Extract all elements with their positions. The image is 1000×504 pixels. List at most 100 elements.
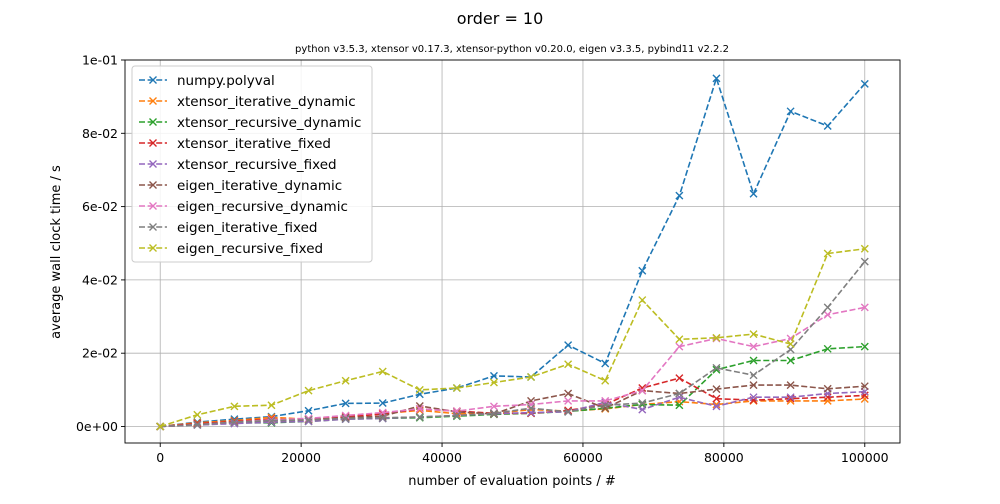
data-point bbox=[823, 344, 832, 353]
data-point bbox=[860, 257, 869, 266]
legend-label: eigen_iterative_dynamic bbox=[177, 178, 342, 194]
legend-item: eigen_iterative_fixed bbox=[139, 220, 317, 236]
data-point bbox=[786, 393, 795, 402]
data-point bbox=[786, 381, 795, 390]
series-7 bbox=[156, 257, 869, 431]
data-point bbox=[860, 303, 869, 312]
data-point bbox=[749, 356, 758, 365]
data-point bbox=[675, 389, 684, 398]
x-tick-label: 0 bbox=[156, 450, 164, 465]
data-point bbox=[675, 342, 684, 351]
legend-marker bbox=[149, 202, 157, 210]
data-point bbox=[304, 406, 313, 415]
data-point bbox=[564, 407, 573, 416]
data-point bbox=[749, 342, 758, 351]
data-point bbox=[712, 363, 721, 372]
y-axis-label: average wall clock time / s bbox=[49, 165, 64, 339]
data-point bbox=[860, 342, 869, 351]
data-point bbox=[415, 412, 424, 421]
data-point bbox=[304, 414, 313, 423]
data-point bbox=[415, 385, 424, 394]
data-point bbox=[712, 385, 721, 394]
x-tick-label: 100000 bbox=[841, 450, 889, 465]
legend-marker bbox=[149, 160, 157, 168]
legend: numpy.polyval xtensor_iterative_dynamicxt… bbox=[131, 65, 373, 263]
legend-label: eigen_recursive_dynamic bbox=[177, 199, 348, 215]
data-point bbox=[489, 409, 498, 418]
data-point bbox=[527, 373, 536, 382]
legend-marker bbox=[149, 76, 157, 84]
data-point bbox=[193, 410, 202, 419]
legend-marker bbox=[149, 223, 157, 231]
legend-marker bbox=[149, 244, 157, 252]
data-point bbox=[712, 74, 721, 83]
y-tick-label: 6e-02 bbox=[82, 199, 118, 214]
legend-item: xtensor_iterative_dynamic bbox=[139, 94, 356, 110]
series-line bbox=[160, 75, 866, 428]
data-point bbox=[304, 415, 313, 424]
data-point bbox=[749, 381, 758, 390]
legend-marker bbox=[149, 118, 157, 126]
data-point bbox=[341, 376, 350, 385]
data-point bbox=[860, 391, 869, 400]
data-point bbox=[378, 412, 387, 421]
data-point bbox=[527, 404, 536, 413]
data-point bbox=[193, 419, 202, 428]
data-point bbox=[712, 333, 721, 342]
data-point bbox=[860, 382, 869, 391]
data-point bbox=[638, 296, 647, 305]
legend-box bbox=[131, 65, 373, 263]
data-point bbox=[823, 393, 832, 402]
data-point bbox=[601, 401, 610, 410]
data-point bbox=[712, 394, 721, 403]
x-tick-label: 80000 bbox=[704, 450, 744, 465]
legend-item: eigen_iterative_dynamic bbox=[139, 178, 342, 194]
data-point bbox=[452, 411, 461, 420]
data-point bbox=[638, 386, 647, 395]
data-point bbox=[749, 330, 758, 339]
data-point bbox=[638, 266, 647, 275]
data-point bbox=[564, 406, 573, 415]
data-point bbox=[230, 418, 239, 427]
data-point bbox=[267, 401, 276, 410]
data-point bbox=[378, 399, 387, 408]
y-tick-label: 2e-02 bbox=[82, 346, 118, 361]
data-point bbox=[489, 402, 498, 411]
data-point bbox=[452, 384, 461, 393]
legend-item: numpy.polyval bbox=[139, 73, 275, 89]
legend-label: numpy.polyval bbox=[177, 73, 275, 89]
data-point bbox=[489, 371, 498, 380]
data-point bbox=[601, 359, 610, 368]
data-point bbox=[601, 376, 610, 385]
data-point bbox=[415, 404, 424, 413]
data-point bbox=[267, 416, 276, 425]
data-point bbox=[675, 374, 684, 383]
data-point bbox=[193, 420, 202, 429]
legend-item: xtensor_iterative_fixed bbox=[139, 136, 331, 152]
legend-label: xtensor_recursive_fixed bbox=[177, 157, 337, 173]
series-line bbox=[160, 345, 865, 428]
legend-label: xtensor_recursive_dynamic bbox=[177, 115, 361, 131]
data-point bbox=[823, 310, 832, 319]
chart-title: order = 10 bbox=[457, 9, 544, 28]
data-point bbox=[749, 393, 758, 402]
plot-area-frame bbox=[124, 59, 901, 444]
data-point bbox=[230, 419, 239, 428]
data-point bbox=[489, 378, 498, 387]
data-point bbox=[378, 413, 387, 422]
data-point bbox=[564, 341, 573, 350]
data-point bbox=[823, 384, 832, 393]
data-point bbox=[527, 400, 536, 409]
data-point bbox=[749, 371, 758, 380]
data-point bbox=[341, 399, 350, 408]
x-tick-label: 60000 bbox=[563, 450, 603, 465]
x-axis-label: number of evaluation points / # bbox=[408, 474, 616, 489]
series-line bbox=[160, 390, 865, 428]
series-layer bbox=[156, 74, 869, 431]
data-point bbox=[712, 402, 721, 411]
data-point bbox=[786, 107, 795, 116]
legend-label: xtensor_iterative_fixed bbox=[177, 136, 331, 152]
legend-marker bbox=[149, 139, 157, 147]
legend-label: eigen_iterative_fixed bbox=[177, 220, 317, 236]
